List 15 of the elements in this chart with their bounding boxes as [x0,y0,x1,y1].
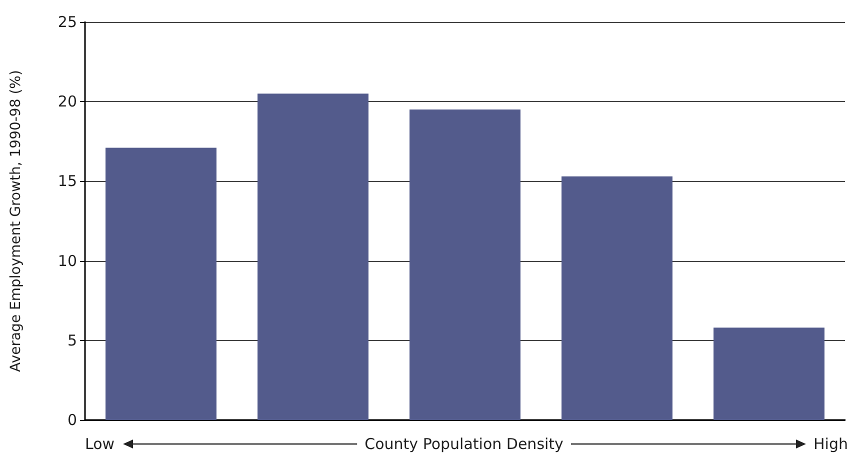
bar [258,94,368,420]
y-tick-label: 20 [58,92,77,111]
y-axis-title: Average Employment Growth, 1990-98 (%) [8,70,24,372]
y-tick-label: 5 [67,331,77,350]
bar [562,176,672,420]
y-tick-label: 10 [58,252,77,270]
x-axis-title: County Population Density [364,435,564,453]
y-tick-label: 15 [58,172,77,190]
y-tick-label: 0 [67,411,77,429]
bar [106,148,216,420]
bar [410,110,520,420]
text: Low [85,435,115,453]
y-tick-label: 25 [58,13,77,31]
bar [714,328,824,420]
text: High [814,435,848,453]
